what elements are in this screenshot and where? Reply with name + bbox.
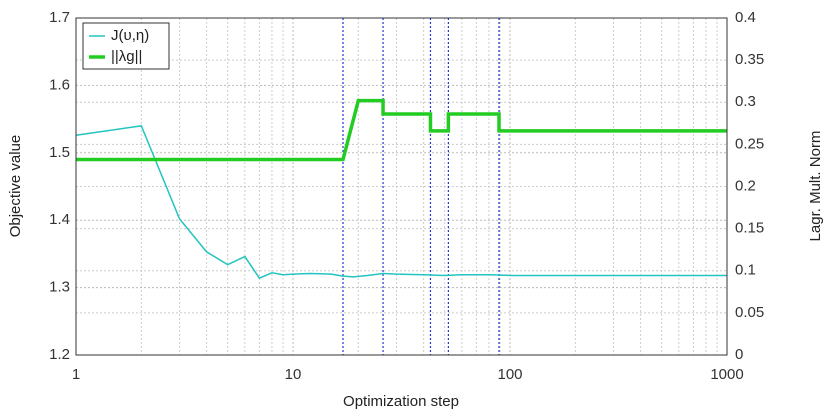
legend-box — [82, 22, 170, 70]
y2-tick-label: 0.2 — [735, 177, 756, 194]
series-line — [76, 98, 727, 162]
x-tick-label: 1 — [72, 366, 80, 383]
y2-tick-label: 0.4 — [735, 9, 756, 26]
x-axis-label: Optimization step — [343, 393, 459, 410]
legend-label: ||λg|| — [111, 48, 142, 65]
y-tick-label: 1.6 — [49, 76, 70, 93]
x-tick-label: 10 — [285, 366, 302, 383]
y-tick-label: 1.5 — [49, 144, 70, 161]
y2-tick-label: 0.15 — [735, 220, 764, 237]
y-tick-label: 1.7 — [49, 9, 70, 26]
y2-axis-label: Lagr. Mult. Norm — [807, 131, 824, 242]
y-axis-label: Objective value — [7, 135, 24, 238]
x-tick-label: 1000 — [710, 366, 743, 383]
y2-tick-label: 0.1 — [735, 262, 756, 279]
y2-tick-label: 0 — [735, 346, 743, 363]
y-tick-label: 1.4 — [49, 211, 70, 228]
y2-tick-label: 0.25 — [735, 135, 764, 152]
legend-label: J(υ,η) — [111, 27, 149, 44]
y2-tick-label: 0.05 — [735, 304, 764, 321]
plot-frame — [75, 17, 728, 356]
y-tick-label: 1.2 — [49, 346, 70, 363]
y2-tick-label: 0.3 — [735, 93, 756, 110]
series-line — [75, 125, 727, 280]
y2-tick-label: 0.35 — [735, 51, 764, 68]
x-tick-label: 100 — [497, 366, 522, 383]
y-tick-label: 1.3 — [49, 279, 70, 296]
